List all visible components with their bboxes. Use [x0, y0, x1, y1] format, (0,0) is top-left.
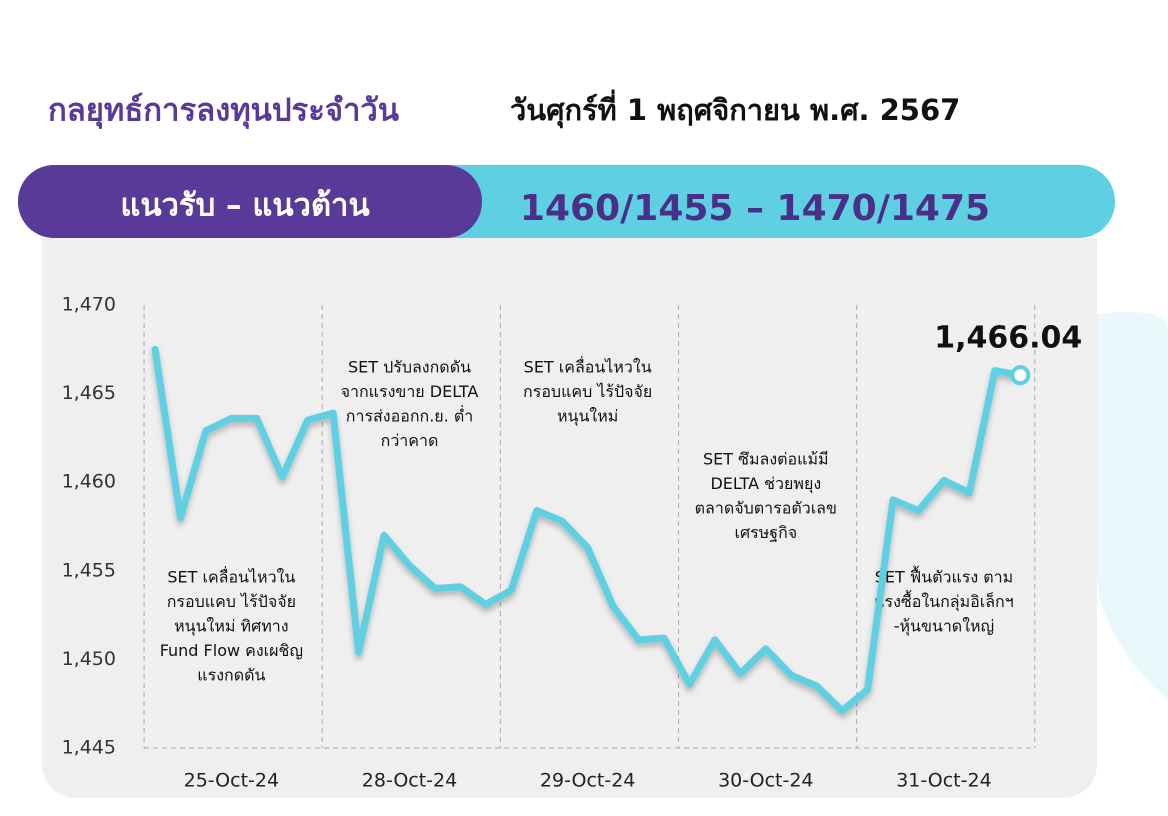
- y-tick-label: 1,455: [62, 559, 116, 581]
- banner-label: แนวรับ – แนวต้าน: [120, 188, 369, 224]
- chart-panel-top: [42, 238, 1097, 278]
- banner-levels: 1460/1455 – 1470/1475: [520, 188, 990, 229]
- x-tick-label: 25-Oct-24: [184, 770, 279, 792]
- y-tick-label: 1,450: [62, 648, 116, 670]
- value-label: 1,466.04: [934, 321, 1082, 356]
- title: กลยุทธ์การลงทุนประจำวัน: [48, 93, 399, 130]
- annotation: SET ฟื้นตัวแรง ตาม: [875, 566, 1014, 587]
- annotation: SET เคลื่อนไหวใน: [167, 566, 295, 587]
- annotation: ตลาดจับตารอตัวเลข: [695, 499, 837, 518]
- chart-panel: [42, 238, 1097, 798]
- annotation: กรอบแคบ ไร้ปัจจัย: [523, 382, 652, 401]
- annotation: DELTA ช่วยพยุง: [710, 474, 821, 494]
- x-tick-label: 30-Oct-24: [718, 770, 813, 792]
- annotation: Fund Flow คงเผชิญ: [160, 641, 303, 660]
- y-tick-label: 1,465: [62, 382, 116, 404]
- annotation: SET ปรับลงกดดัน: [348, 358, 471, 377]
- annotation: แรงซื้อในกลุ่มอิเล็กฯ: [874, 590, 1014, 612]
- x-tick-label: 29-Oct-24: [540, 770, 635, 792]
- y-tick-label: 1,445: [62, 737, 116, 759]
- y-tick-label: 1,470: [62, 294, 116, 316]
- date: วันศุกร์ที่ 1 พฤศจิกายน พ.ศ. 2567: [510, 89, 960, 128]
- annotation: หนุนใหม่: [557, 407, 618, 427]
- end-marker: [1010, 365, 1031, 386]
- annotation: กว่าคาด: [381, 431, 439, 450]
- annotation: การส่งออกก.ย. ต่ำ: [346, 405, 473, 426]
- line: [151, 345, 1024, 715]
- annotation: เศรษฐกิจ: [734, 523, 797, 542]
- annotation: แรงกดดัน: [197, 666, 265, 685]
- annotation: SET เคลื่อนไหวใน: [524, 356, 652, 377]
- annotation: กรอบแคบ ไร้ปัจจัย: [167, 592, 296, 611]
- annotation: จากแรงขาย DELTA: [341, 382, 479, 401]
- x-tick-label: 28-Oct-24: [362, 770, 457, 792]
- banner-left: [18, 165, 482, 238]
- x-tick-label: 31-Oct-24: [896, 770, 991, 792]
- annotation: -หุ้นขนาดใหญ่: [894, 617, 995, 637]
- y-tick-label: 1,460: [62, 471, 116, 493]
- annotation: SET ซึมลงต่อแม้มี: [703, 450, 829, 469]
- annotation: หนุนใหม่ ทิศทาง: [174, 617, 288, 637]
